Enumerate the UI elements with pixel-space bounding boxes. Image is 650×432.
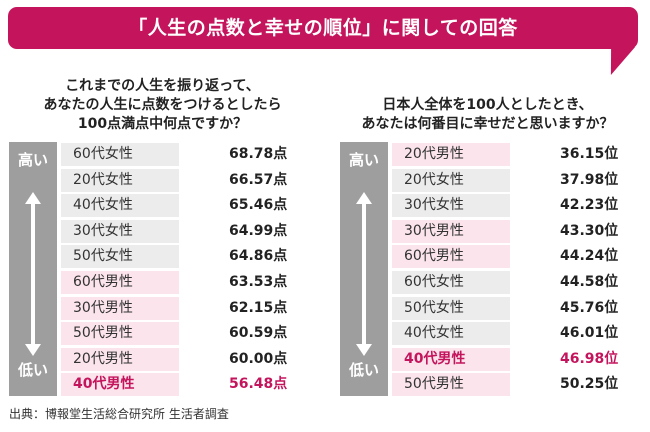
table-row: 30代男性 62.15点 (61, 296, 309, 322)
table-row: 20代女性 37.98位 (392, 168, 640, 194)
double-arrow-icon (25, 192, 41, 356)
group-value: 64.99点 (229, 222, 288, 239)
left-rank-sidebar: 高い 低い (9, 142, 57, 396)
group-label: 20代男性 (61, 347, 179, 371)
group-value: 60.00点 (229, 350, 288, 367)
table-row: 50代女性 64.86点 (61, 245, 309, 270)
group-label: 60代男性 (392, 245, 510, 269)
group-value: 37.98位 (560, 171, 619, 188)
left-high-label: 高い (17, 151, 48, 169)
table-row: 20代男性 60.00点 (61, 347, 309, 373)
group-label: 50代男性 (392, 373, 510, 397)
right-question: 日本人全体を100人としたとき、 あなたは何番目に幸せだと思いますか？ (335, 96, 640, 134)
source-note: 出典：博報堂生活総合研究所 生活者調査 (9, 407, 229, 421)
group-label: 30代男性 (61, 296, 179, 320)
group-label: 50代男性 (61, 322, 179, 346)
group-label: 60代女性 (61, 143, 179, 166)
group-value: 44.24位 (560, 248, 619, 265)
table-row: 40代男性 46.98位 (392, 347, 640, 373)
group-value: 44.58位 (560, 274, 619, 290)
table-row: 30代女性 64.99点 (61, 219, 309, 245)
left-question-line: 100点満点中何点ですか？ (77, 116, 248, 132)
left-question-line: これまでの人生を振り返って、 (65, 78, 260, 94)
table-row: 60代女性 68.78点 (61, 143, 309, 168)
group-label: 40代男性 (392, 347, 510, 371)
group-label: 30代女性 (61, 219, 179, 243)
group-label: 20代男性 (392, 143, 510, 166)
group-value: 43.30位 (560, 222, 619, 239)
right-rank-sidebar: 高い 低い (340, 142, 388, 396)
group-value: 65.46点 (229, 197, 288, 214)
group-label: 20代女性 (61, 168, 179, 192)
group-value: 62.15点 (229, 299, 288, 316)
group-value: 45.76位 (560, 299, 619, 316)
group-value: 60.59点 (229, 325, 288, 342)
group-value: 42.23位 (560, 197, 619, 214)
group-value: 64.86点 (229, 248, 288, 265)
table-row: 60代男性 44.24位 (392, 245, 640, 270)
group-label: 40代女性 (392, 322, 510, 346)
table-row: 20代女性 66.57点 (61, 168, 309, 194)
group-label: 40代女性 (61, 194, 179, 218)
group-label: 30代男性 (392, 219, 510, 243)
table-row: 30代男性 43.30位 (392, 219, 640, 245)
right-question-line: 日本人全体を100人としたとき、 (382, 97, 593, 113)
group-value: 66.57点 (229, 171, 288, 188)
banner-speech-tail (600, 47, 636, 75)
table-row: 60代男性 63.53点 (61, 271, 309, 296)
group-value: 36.15位 (560, 146, 619, 162)
group-label: 50代女性 (61, 245, 179, 269)
group-label: 60代男性 (61, 271, 179, 294)
right-high-label: 高い (348, 151, 379, 169)
group-label: 20代女性 (392, 168, 510, 192)
group-label: 60代女性 (392, 271, 510, 294)
group-label: 30代女性 (392, 194, 510, 218)
group-label: 50代女性 (392, 296, 510, 320)
double-arrow-icon (356, 192, 372, 356)
group-value: 68.78点 (229, 146, 288, 162)
group-value: 56.48点 (229, 376, 288, 393)
left-question-line: あなたの人生に点数をつけるとしたら (43, 97, 282, 113)
table-row: 40代女性 46.01位 (392, 322, 640, 347)
left-low-label: 低い (17, 361, 48, 379)
table-row: 30代女性 42.23位 (392, 194, 640, 219)
right-low-label: 低い (348, 361, 379, 379)
group-label: 40代男性 (61, 373, 179, 397)
group-value: 46.98位 (560, 350, 619, 367)
right-question-line: あなたは何番目に幸せだと思いますか？ (361, 116, 614, 132)
group-value: 63.53点 (229, 274, 288, 290)
table-row: 50代男性 50.25位 (392, 373, 640, 398)
table-row: 40代女性 65.46点 (61, 194, 309, 219)
table-row: 60代女性 44.58位 (392, 271, 640, 296)
left-question: これまでの人生を振り返って、 あなたの人生に点数をつけるとしたら 100点満点中… (10, 77, 315, 134)
group-value: 46.01位 (560, 325, 619, 342)
title-banner: 「人生の点数と幸せの順位」に関しての回答 (8, 7, 638, 49)
table-row: 50代男性 60.59点 (61, 322, 309, 347)
table-row: 40代男性 56.48点 (61, 373, 309, 398)
table-row: 20代男性 36.15位 (392, 143, 640, 168)
group-value: 50.25位 (560, 376, 619, 393)
table-row: 50代女性 45.76位 (392, 296, 640, 322)
